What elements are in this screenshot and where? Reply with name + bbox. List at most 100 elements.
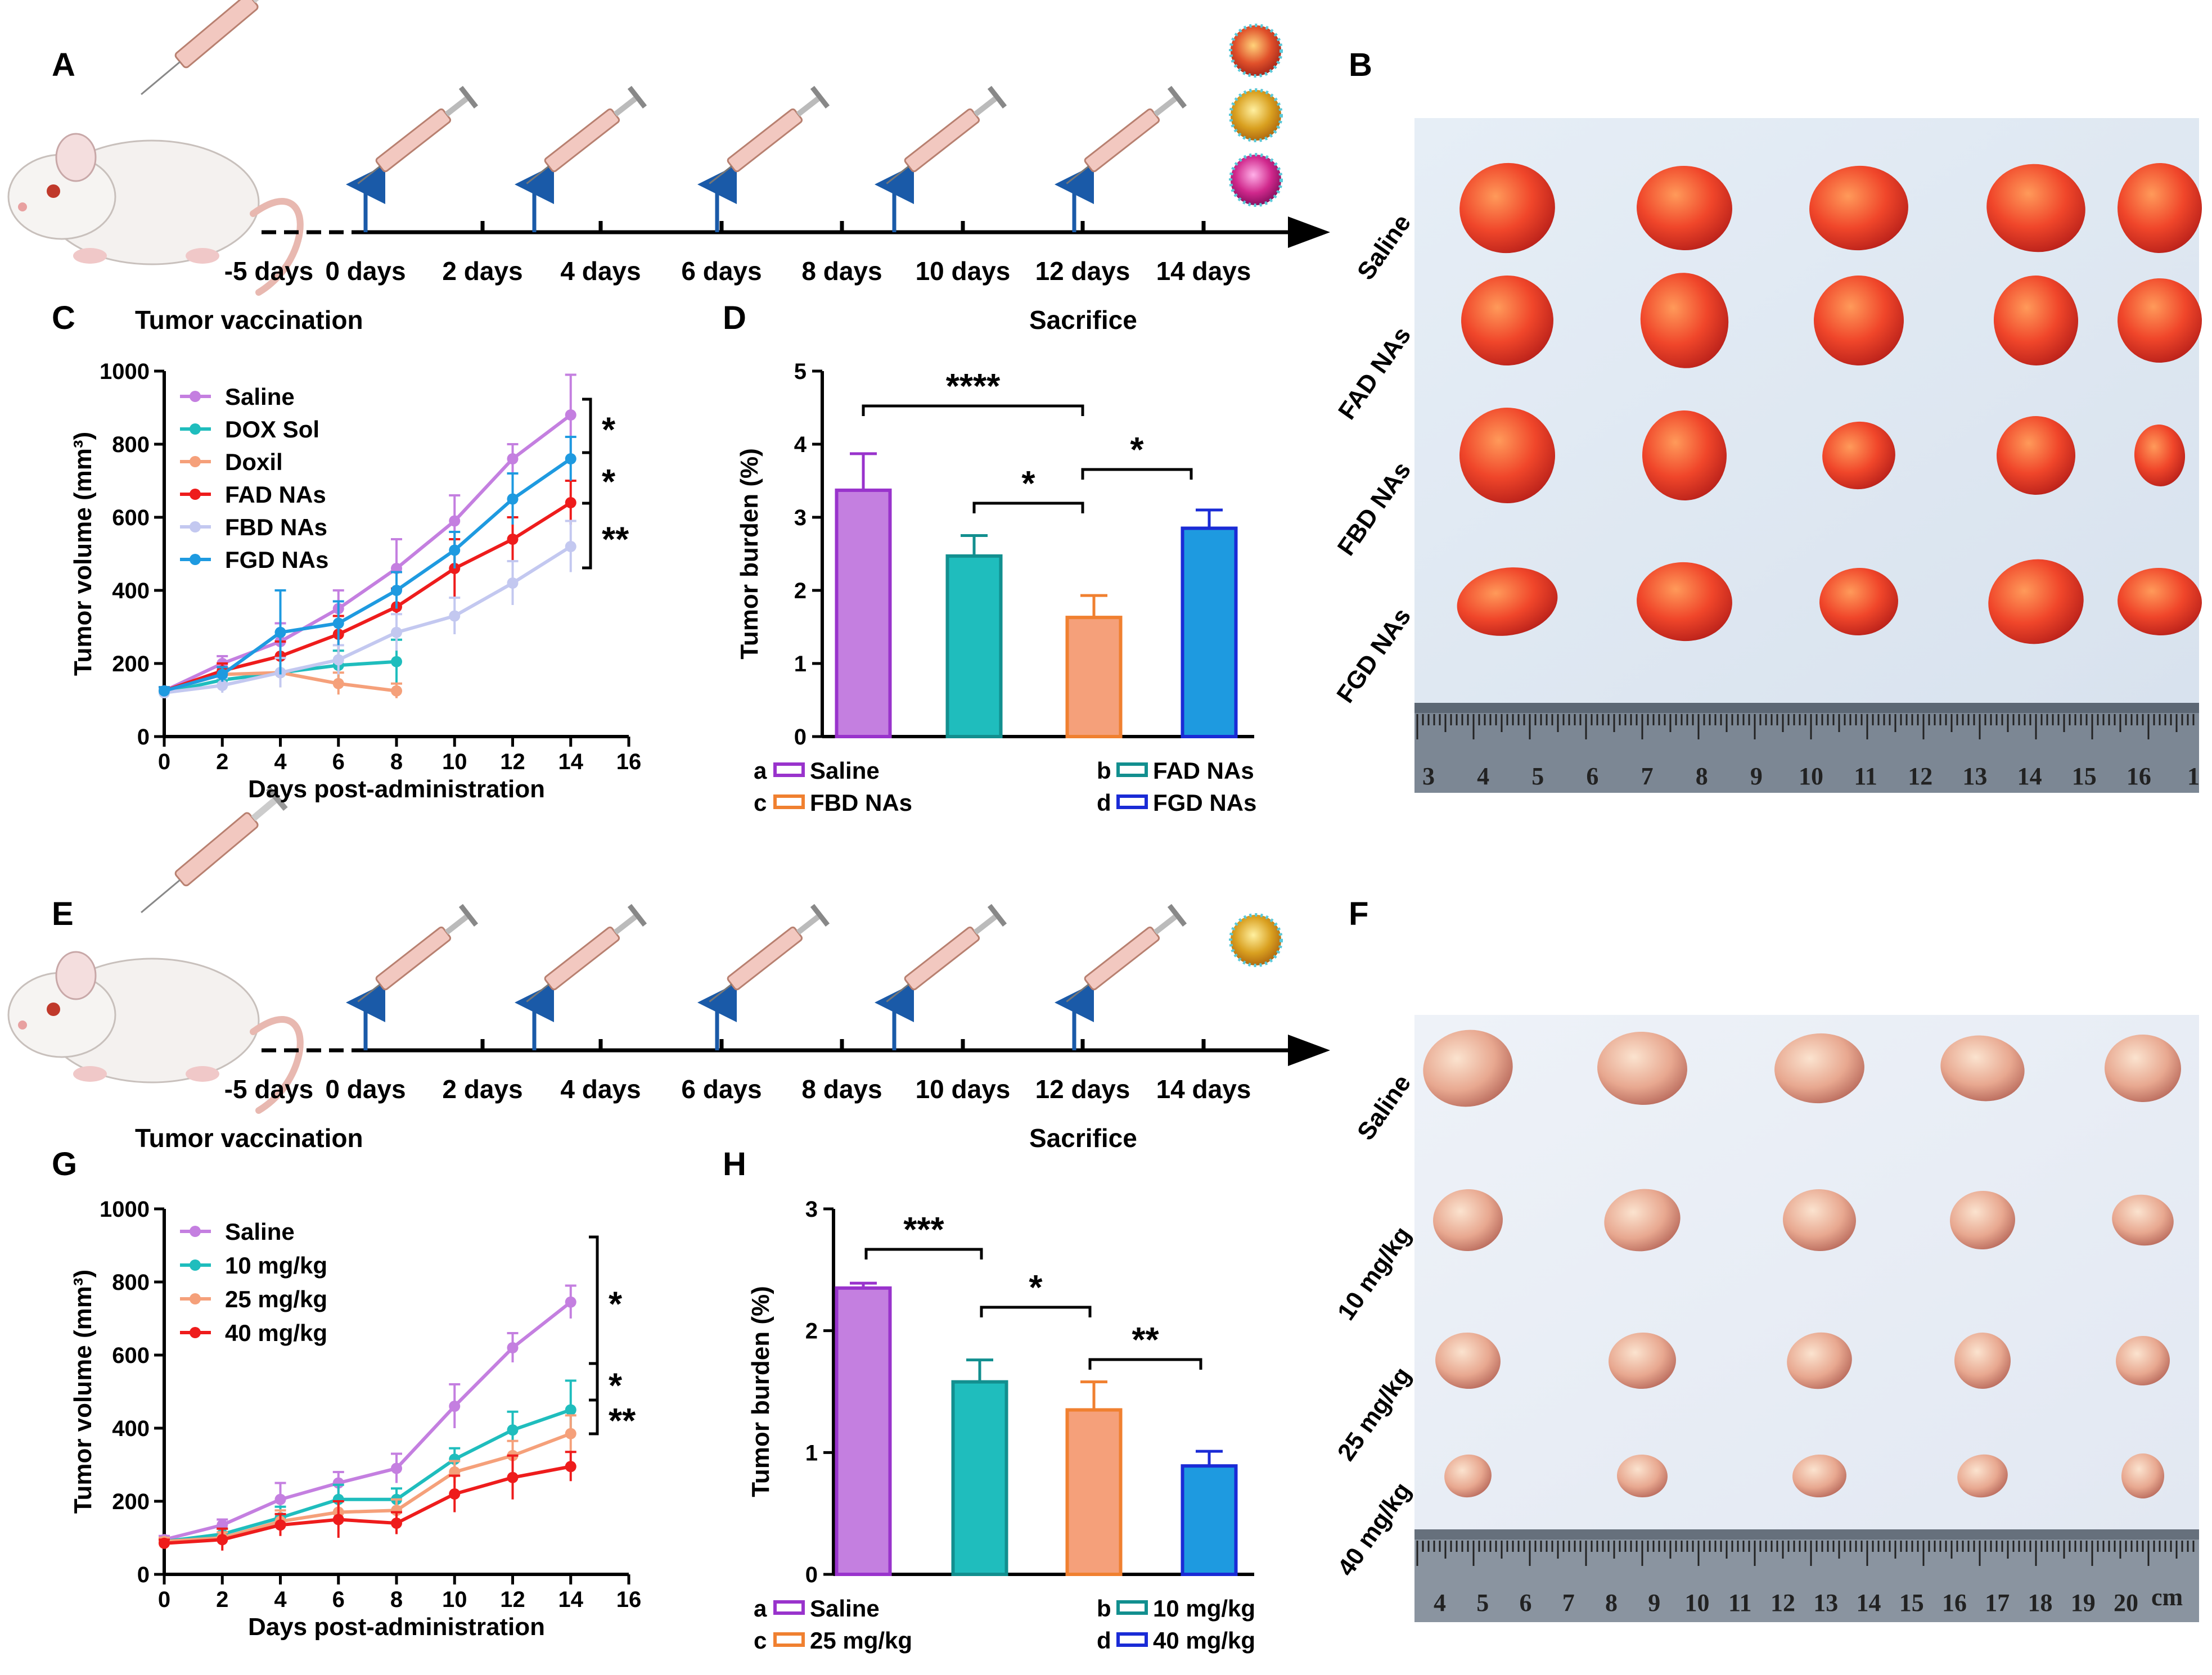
tumor-sample xyxy=(1604,1189,1681,1252)
y-tick-label: 600 xyxy=(112,1343,150,1368)
data-point xyxy=(391,585,402,596)
tumor-sample xyxy=(1642,410,1727,500)
tumor-sample xyxy=(1640,273,1729,368)
ruler-number: 12 xyxy=(1770,1589,1795,1617)
timeline-label-3: 4 days xyxy=(560,256,641,286)
tumor-vaccination-caption: Tumor vaccination xyxy=(135,1123,363,1153)
x-tick-label: 14 xyxy=(558,1587,584,1612)
y-tick-label: 0 xyxy=(137,725,150,750)
significance-stars: **** xyxy=(946,367,1001,406)
y-tick-label: 5 xyxy=(794,359,807,384)
data-point xyxy=(565,1461,576,1473)
panel-letter-d: D xyxy=(723,300,746,336)
ruler-number: 4 xyxy=(1477,762,1489,790)
legend-swatch xyxy=(1116,794,1148,809)
legend-marker xyxy=(190,1327,201,1338)
legend-marker xyxy=(190,456,201,467)
legend-letter: a xyxy=(754,1595,767,1622)
nanoparticle-icon xyxy=(1229,153,1283,207)
legend-label: FAD NAs xyxy=(225,481,326,508)
legend-swatch xyxy=(773,762,805,777)
ruler-number: 15 xyxy=(1899,1589,1924,1617)
ruler-number: 9 xyxy=(1750,762,1763,790)
significance-stars: * xyxy=(1021,464,1035,503)
ruler-number: 11 xyxy=(1854,762,1877,790)
tumor-sample xyxy=(1950,1190,2015,1250)
legend-label: 10 mg/kg xyxy=(225,1252,327,1279)
data-point xyxy=(565,497,576,508)
nanoparticle-icon xyxy=(1229,24,1283,78)
y-tick-label: 600 xyxy=(112,505,150,530)
timeline-label-6: 10 days xyxy=(916,256,1011,286)
x-tick-label: 0 xyxy=(158,1587,170,1612)
data-point xyxy=(507,493,519,505)
chart-g: 0 200 400 600 800 1000 0 2 4 6 8 10 12 14 16 Days post-… xyxy=(69,1197,641,1641)
tumor-sample xyxy=(1787,1332,1852,1389)
ruler-number: 3 xyxy=(1422,762,1435,790)
data-point xyxy=(391,1462,402,1474)
tumor-sample xyxy=(1814,276,1904,365)
tumor-sample xyxy=(1637,165,1732,251)
y-tick-label: 4 xyxy=(794,432,807,457)
x-tick-label: 10 xyxy=(442,1587,467,1612)
ruler-number: 7 xyxy=(1562,1589,1575,1617)
data-point xyxy=(332,654,344,666)
tumor-sample xyxy=(1822,421,1895,490)
series-line-10-mg-kg xyxy=(164,1408,571,1543)
ruler-unit: cm xyxy=(2151,1583,2183,1611)
x-tick-label: 0 xyxy=(158,750,170,774)
legend-label: FGD NAs xyxy=(225,547,328,573)
series-line-25-mg-kg xyxy=(164,1432,571,1543)
timeline-label-7: 12 days xyxy=(1035,1074,1130,1104)
bar-40-mg-kg xyxy=(1181,1464,1238,1577)
panel-letter-g: G xyxy=(52,1146,77,1182)
data-point xyxy=(274,626,286,638)
data-point xyxy=(507,453,519,464)
bar-saline xyxy=(835,1286,892,1576)
nanoparticle-icon xyxy=(1229,913,1283,967)
timeline-label-8: 14 days xyxy=(1156,1074,1251,1104)
timeline-label-5: 8 days xyxy=(801,256,882,286)
tumor-sample xyxy=(1597,1031,1687,1105)
panel-letter-h: H xyxy=(723,1146,746,1182)
significance-stars: *** xyxy=(903,1211,944,1249)
significance-bracket xyxy=(972,502,1084,513)
significance-stars: * xyxy=(609,1285,623,1324)
ruler-number: 10 xyxy=(1799,762,1823,790)
legend-letter: b xyxy=(1097,1595,1111,1622)
tumor-sample xyxy=(2118,567,2202,636)
series-line-fbd-nas xyxy=(164,545,572,694)
mouse-illustration xyxy=(7,786,304,1114)
syringe-icon xyxy=(357,85,479,184)
data-point xyxy=(507,1424,519,1436)
timeline-label-4: 6 days xyxy=(681,256,762,286)
tumor-sample xyxy=(1819,567,1898,636)
tumor-sample xyxy=(1988,559,2084,644)
legend-swatch xyxy=(773,1600,805,1615)
sacrifice-caption: Sacrifice xyxy=(1029,305,1137,335)
tumor-vaccination-caption: Tumor vaccination xyxy=(135,305,363,335)
y-axis-title: Tumor volume (mm³) xyxy=(69,432,97,676)
legend-letter: b xyxy=(1097,757,1111,784)
data-point xyxy=(565,1428,576,1439)
sacrifice-caption: Sacrifice xyxy=(1029,1123,1137,1153)
significance-bracket xyxy=(864,1248,983,1259)
y-tick-label: 1000 xyxy=(100,1197,150,1222)
x-tick-label: 10 xyxy=(442,750,467,774)
row-label-1: 10 mg/kg xyxy=(1332,1222,1417,1325)
timeline-label-0: -5 days xyxy=(224,256,314,286)
ruler-number: 6 xyxy=(1520,1589,1532,1617)
syringe-icon xyxy=(526,85,647,184)
y-tick-label: 0 xyxy=(137,1563,150,1587)
x-tick-label: 2 xyxy=(216,1587,228,1612)
x-tick-label: 4 xyxy=(274,750,287,774)
tumor-sample xyxy=(1993,276,2079,365)
tumor-sample xyxy=(2121,1453,2165,1498)
legend-swatch xyxy=(773,1632,805,1647)
timeline-label-6: 10 days xyxy=(916,1074,1011,1104)
ruler-number: 17 xyxy=(1985,1589,2010,1617)
x-axis-title: Days post-administration xyxy=(248,1613,545,1641)
data-point xyxy=(449,1401,461,1412)
tumor-sample xyxy=(1637,562,1732,642)
